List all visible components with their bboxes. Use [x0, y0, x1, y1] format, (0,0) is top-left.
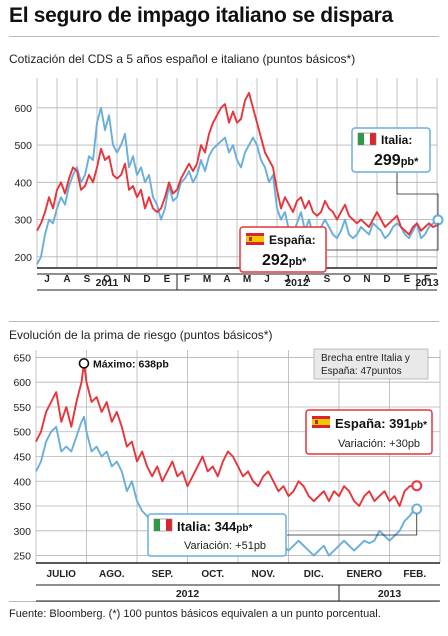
cds-xtick-label: N: [123, 274, 130, 285]
cds-italia-flag-green: [358, 133, 364, 145]
prima-espana-flag-yellow: [312, 419, 330, 425]
page-title: El seguro de impago italiano se dispara: [9, 4, 393, 27]
prima-note-line: España: 47puntos: [321, 366, 402, 377]
cds-xtick-label: S: [84, 274, 91, 285]
cds-xtick-label: E: [404, 274, 411, 285]
prima-callout-italia-variation: Variación: +51pb: [184, 540, 266, 552]
prima-note-line: Brecha entre Italia y: [321, 353, 410, 364]
cds-xtick-label: F: [424, 274, 430, 285]
cds-callout-espana-value: 292pb*: [262, 252, 307, 269]
cds-xtick-label: F: [184, 274, 190, 285]
prima-note-box: [313, 348, 429, 380]
prima-callout-italia-name: Italia: 344pb*: [177, 519, 252, 534]
prima-ytick-label: 550: [13, 402, 31, 414]
prima-xtick-label: DIC.: [304, 569, 324, 580]
prima-ytick-label: 300: [13, 526, 31, 538]
prima-xtick-label: OCT.: [201, 569, 224, 580]
prima-ytick-label: 500: [13, 427, 31, 439]
prima-leader-italia: [287, 514, 418, 536]
cds-callout-espana-unit: pb*: [289, 256, 307, 268]
cds-year-label: 2013: [415, 277, 439, 289]
prima-series-espana: [35, 362, 415, 507]
cds-ytick-label: 400: [14, 177, 32, 189]
prima-end-marker-espana: [411, 480, 423, 492]
prima-espana-flag-emblem: [315, 420, 318, 424]
cds-callout-italia-name: Italia:: [381, 133, 412, 147]
prima-italia-flag-red: [166, 519, 172, 531]
cds-ytick-label: 500: [14, 140, 32, 152]
cds-xtick-label: J: [44, 274, 50, 285]
prima-xtick-label: SEP.: [152, 569, 174, 580]
cds-xtick-label: E: [164, 274, 171, 285]
prima-callout-italia-unit: pb*: [236, 523, 252, 534]
cds-xtick-label: O: [103, 274, 111, 285]
cds-xtick-label: D: [143, 274, 150, 285]
prima-year-label: 2012: [176, 588, 200, 600]
chart2-subtitle: Evolución de la prima de riesgo (puntos …: [9, 328, 273, 342]
prima-callout-espana-unit: pb*: [411, 420, 427, 431]
cds-xtick-label: A: [63, 274, 70, 285]
prima-xtick-label: JULIO: [47, 569, 77, 580]
prima-end-marker-italia: [411, 503, 423, 515]
section-rule: [9, 321, 439, 322]
prima-callout-espana-name: España: 391pb*: [335, 416, 427, 431]
cds-year-label: 2011: [96, 277, 119, 289]
cds-italia-flag-white: [364, 133, 370, 145]
prima-ytick-label: 400: [13, 476, 31, 488]
cds-xtick-label: M: [203, 274, 211, 285]
prima-max-marker: [78, 358, 90, 369]
source-note: Fuente: Bloomberg. (*) 100 puntos básico…: [9, 608, 381, 620]
cds-leader-italia: [396, 170, 439, 215]
cds-series-italia: [36, 106, 442, 265]
cds-leader-espana: [327, 222, 439, 251]
prima-ytick-label: 600: [13, 377, 31, 389]
prima-callout-espana: [305, 409, 433, 455]
prima-callout-espana-variation: Variación: +30pb: [338, 438, 420, 450]
cds-year-label: 2012: [285, 277, 309, 289]
cds-xtick-label: N: [363, 274, 370, 285]
cds-ytick-label: 200: [14, 252, 32, 264]
prima-xtick-label: AGO.: [99, 569, 125, 580]
cds-xtick-label: A: [223, 274, 230, 285]
prima-xtick-label: ENERO: [346, 569, 382, 580]
cds-callout-italia-value: 299pb*: [374, 152, 419, 169]
chart1-subtitle: Cotización del CDS a 5 años español e it…: [9, 52, 356, 66]
cds-xtick-label: D: [383, 274, 390, 285]
prima-xtick-label: FEB.: [403, 569, 426, 580]
cds-ytick-label: 600: [14, 103, 32, 115]
prima-max-label: Máximo: 638pb: [93, 358, 169, 370]
cds-callout-espana-name: España:: [269, 233, 316, 247]
cds-xtick-label: S: [324, 274, 331, 285]
cds-callout-italia-unit: pb*: [401, 156, 419, 168]
cds-xtick-label: O: [343, 274, 351, 285]
prima-italia-flag-border: [153, 518, 173, 532]
prima-ytick-label: 450: [13, 452, 31, 464]
cds-xtick-label: A: [303, 274, 310, 285]
prima-ytick-label: 650: [13, 352, 31, 364]
cds-series-espana: [36, 91, 442, 236]
prima-italia-flag-green: [154, 519, 160, 531]
prima-callout-italia: [147, 513, 287, 557]
cds-espana-flag-emblem: [249, 237, 252, 241]
cds-ytick-label: 300: [14, 215, 32, 227]
cds-xtick-label: J: [264, 274, 270, 285]
cds-xtick-label: J: [284, 274, 290, 285]
cds-italia-flag-border: [357, 132, 377, 146]
title-rule: [9, 36, 439, 37]
cds-italia-flag-red: [370, 133, 376, 145]
prima-italia-flag-white: [160, 519, 166, 531]
cds-espana-flag-yellow: [246, 236, 264, 242]
prima-ytick-label: 250: [13, 551, 31, 563]
cds-xtick-label: M: [243, 274, 251, 285]
prima-year-label: 2013: [378, 588, 402, 600]
prima-ytick-label: 350: [13, 501, 31, 513]
prima-xtick-label: NOV.: [251, 569, 275, 580]
